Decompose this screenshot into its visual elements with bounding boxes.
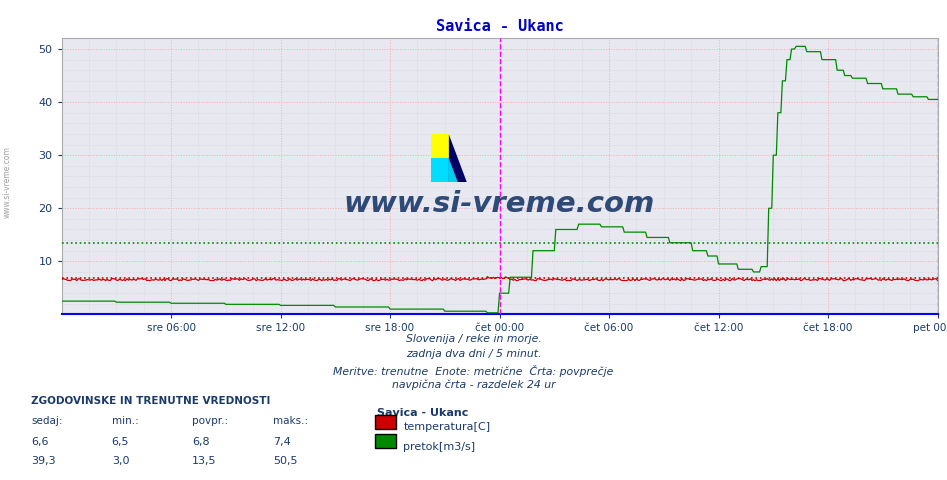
Text: 13,5: 13,5 bbox=[192, 456, 217, 466]
Text: pretok[m3/s]: pretok[m3/s] bbox=[403, 442, 475, 452]
Text: 6,5: 6,5 bbox=[112, 437, 129, 447]
Text: min.:: min.: bbox=[112, 416, 138, 426]
Text: sedaj:: sedaj: bbox=[31, 416, 63, 426]
Text: navpična črta - razdelek 24 ur: navpična črta - razdelek 24 ur bbox=[392, 379, 555, 390]
Text: 39,3: 39,3 bbox=[31, 456, 56, 466]
Text: Slovenija / reke in morje.: Slovenija / reke in morje. bbox=[405, 334, 542, 344]
Text: www.si-vreme.com: www.si-vreme.com bbox=[344, 190, 655, 218]
Text: 6,6: 6,6 bbox=[31, 437, 48, 447]
Bar bbox=[431, 134, 449, 158]
Text: 7,4: 7,4 bbox=[273, 437, 291, 447]
Polygon shape bbox=[449, 158, 458, 182]
Text: Meritve: trenutne  Enote: metrične  Črta: povprečje: Meritve: trenutne Enote: metrične Črta: … bbox=[333, 365, 614, 377]
Title: Savica - Ukanc: Savica - Ukanc bbox=[436, 20, 563, 35]
Text: 50,5: 50,5 bbox=[273, 456, 297, 466]
Text: povpr.:: povpr.: bbox=[192, 416, 228, 426]
Text: maks.:: maks.: bbox=[273, 416, 308, 426]
Text: zadnja dva dni / 5 minut.: zadnja dva dni / 5 minut. bbox=[405, 349, 542, 360]
Text: ZGODOVINSKE IN TRENUTNE VREDNOSTI: ZGODOVINSKE IN TRENUTNE VREDNOSTI bbox=[31, 396, 271, 406]
Polygon shape bbox=[449, 134, 467, 182]
Text: 3,0: 3,0 bbox=[112, 456, 129, 466]
Text: www.si-vreme.com: www.si-vreme.com bbox=[3, 146, 12, 218]
Text: 6,8: 6,8 bbox=[192, 437, 210, 447]
Text: temperatura[C]: temperatura[C] bbox=[403, 422, 491, 432]
Text: Savica - Ukanc: Savica - Ukanc bbox=[377, 408, 468, 418]
Bar bbox=[431, 158, 449, 182]
